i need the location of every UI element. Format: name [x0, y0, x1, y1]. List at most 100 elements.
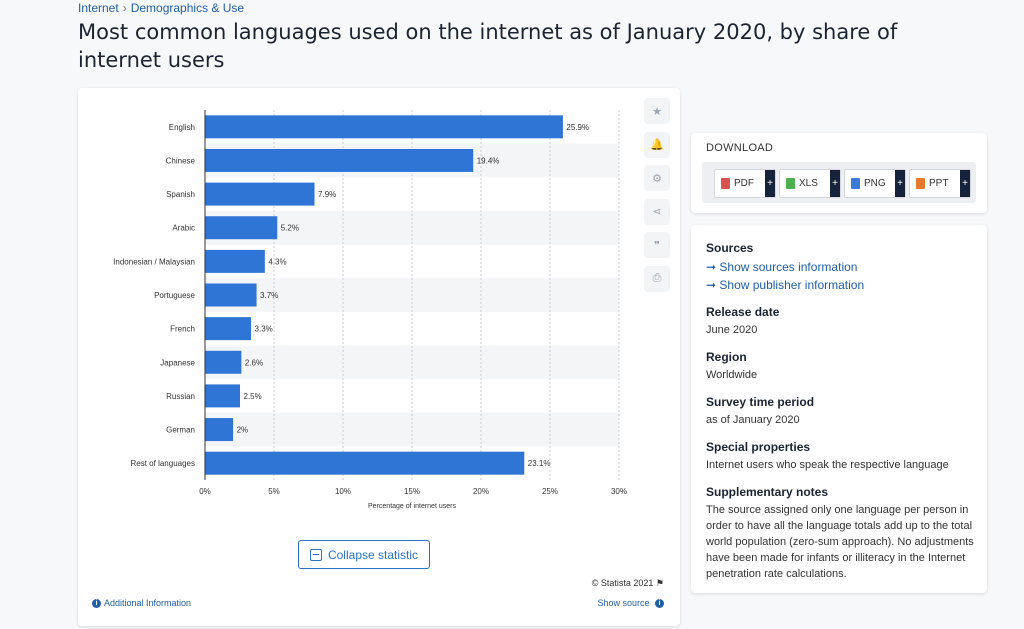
quote-icon: ❞: [654, 239, 660, 252]
data-label: 7.9%: [318, 190, 336, 199]
share-button[interactable]: ⋖: [644, 198, 670, 225]
sources-heading: Sources: [706, 241, 754, 255]
bar: [205, 182, 315, 206]
release-date-heading: Release date: [706, 305, 780, 319]
x-tick-label: 5%: [268, 487, 280, 496]
quote-button[interactable]: ❞: [644, 232, 670, 258]
download-png-label: PNG: [864, 178, 886, 189]
category-label: Portuguese: [154, 291, 195, 300]
category-label: Spanish: [166, 190, 195, 199]
survey-period-value: as of January 2020: [706, 414, 800, 426]
data-label: 2.5%: [244, 392, 262, 401]
breadcrumb: Internet › Demographics & Use: [78, 1, 244, 15]
print-button[interactable]: ⎙: [644, 265, 670, 292]
category-label: Rest of languages: [131, 459, 196, 468]
download-ppt-button[interactable]: PPT +: [909, 169, 971, 198]
chart-toolbar: ★ 🔔 ⚙ ⋖ ❞ ⎙: [644, 98, 670, 299]
supplementary-notes-value: The source assigned only one language pe…: [706, 504, 974, 580]
category-label: Japanese: [160, 358, 195, 367]
row-band: [205, 412, 619, 447]
plus-icon: +: [765, 170, 775, 197]
bell-icon: 🔔: [650, 139, 664, 151]
print-icon: ⎙: [652, 272, 662, 284]
gear-button[interactable]: ⚙: [644, 165, 670, 191]
x-tick-label: 0%: [199, 487, 211, 496]
download-png-button[interactable]: PNG +: [844, 169, 906, 198]
copyright: © Statista 2021 ⚑: [592, 578, 664, 589]
data-label: 2.6%: [245, 358, 263, 367]
minus-square-icon: [309, 548, 322, 561]
breadcrumb-demographics-link[interactable]: Demographics & Use: [130, 1, 245, 15]
download-ppt-label: PPT: [929, 178, 949, 189]
breadcrumb-internet-link[interactable]: Internet: [78, 1, 119, 15]
x-tick-label: 20%: [473, 487, 489, 496]
data-label: 4.3%: [268, 257, 286, 266]
data-label: 2%: [237, 426, 249, 435]
region-value: Worldwide: [706, 369, 758, 381]
show-source-link[interactable]: Show source i: [597, 598, 664, 609]
region-heading: Region: [706, 350, 747, 364]
ppt-file-icon: [916, 178, 925, 189]
show-sources-information-link[interactable]: ➞ Show sources information: [706, 260, 858, 274]
show-publisher-information-link[interactable]: ➞ Show publisher information: [706, 278, 865, 292]
data-label: 3.3%: [255, 325, 273, 334]
bar: [205, 115, 563, 139]
x-tick-label: 30%: [611, 487, 627, 496]
download-pdf-button[interactable]: PDF +: [714, 169, 776, 198]
bar: [205, 418, 234, 442]
info-icon: i: [655, 599, 664, 609]
statistic-details-card: Sources ➞ Show sources information ➞ Sho…: [691, 225, 987, 593]
info-icon: i: [92, 599, 101, 609]
statistic-details: Sources ➞ Show sources information ➞ Sho…: [706, 241, 976, 594]
bar: [205, 249, 265, 273]
special-properties-value: Internet users who speak the respective …: [706, 459, 949, 471]
star-button[interactable]: ★: [644, 98, 670, 124]
data-label: 3.7%: [260, 291, 278, 300]
show-source-label: Show source: [597, 598, 650, 608]
data-label: 25.9%: [566, 123, 589, 132]
x-tick-label: 25%: [542, 487, 558, 496]
supplementary-notes-heading: Supplementary notes: [706, 485, 829, 499]
bar: [205, 350, 242, 374]
chart-card: 0% 5% 10% 15% 20% 25% 30% English 25.9% Chinese 19…: [78, 88, 680, 626]
plus-icon: +: [830, 170, 840, 197]
gear-icon: ⚙: [652, 172, 662, 185]
download-title: DOWNLOAD: [706, 142, 774, 154]
release-date-value: June 2020: [706, 324, 758, 336]
page-title: Most common languages used on the intern…: [78, 20, 898, 72]
bell-button[interactable]: 🔔: [644, 131, 670, 158]
category-label: Chinese: [166, 156, 196, 165]
breadcrumb-separator: ›: [122, 1, 127, 15]
category-label: Arabic: [172, 224, 195, 233]
bar: [205, 216, 278, 240]
x-tick-label: 15%: [404, 487, 420, 496]
plus-icon: +: [895, 170, 905, 197]
bar: [205, 451, 525, 475]
copyright-text: © Statista 2021: [591, 578, 654, 588]
bar-chart: 0% 5% 10% 15% 20% 25% 30% English 25.9% Chinese 19…: [113, 110, 627, 510]
category-label: German: [166, 426, 195, 435]
bar: [205, 148, 474, 172]
special-properties-heading: Special properties: [706, 440, 811, 454]
category-label: Indonesian / Malaysian: [113, 257, 195, 266]
xls-file-icon: [786, 178, 795, 189]
bar: [205, 283, 257, 307]
download-xls-button[interactable]: XLS +: [779, 169, 841, 198]
data-label: 5.2%: [281, 224, 299, 233]
additional-information-label: Additional Information: [104, 598, 192, 608]
category-label: French: [170, 325, 195, 334]
x-tick-label: 10%: [335, 487, 351, 496]
download-xls-label: XLS: [799, 178, 818, 189]
bar: [205, 384, 240, 408]
data-label: 19.4%: [477, 156, 500, 165]
flag-icon: ⚑: [655, 578, 664, 588]
plus-icon: +: [960, 170, 970, 197]
collapse-statistic-button[interactable]: Collapse statistic: [298, 540, 430, 569]
collapse-statistic-label: Collapse statistic: [327, 547, 419, 562]
category-label: Russian: [166, 392, 195, 401]
download-card: DOWNLOAD PDF + XLS + PNG + PPT +: [691, 133, 987, 213]
x-axis-label: Percentage of internet users: [368, 503, 456, 510]
share-icon: ⋖: [652, 206, 662, 218]
survey-period-heading: Survey time period: [706, 395, 815, 409]
additional-information-link[interactable]: i Additional Information: [92, 598, 192, 609]
